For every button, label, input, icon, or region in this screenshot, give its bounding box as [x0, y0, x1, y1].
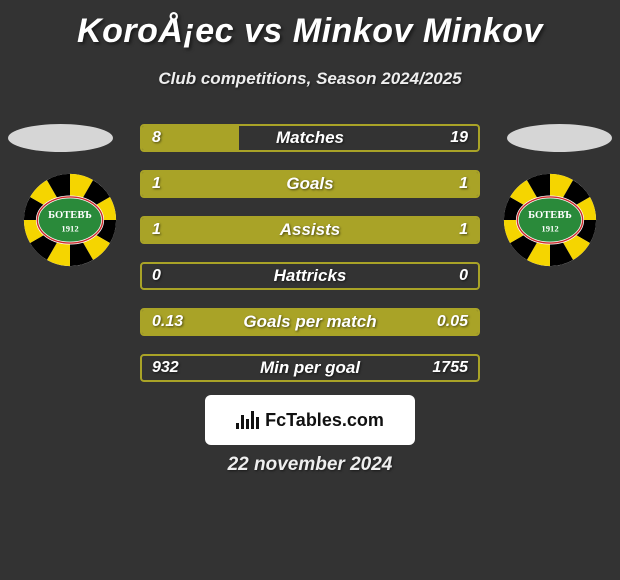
stat-label: Min per goal [142, 358, 478, 378]
stat-value-right: 0.05 [437, 313, 468, 331]
player-right-photo-placeholder [507, 124, 612, 152]
stat-value-right: 0 [459, 267, 468, 285]
stat-value-left: 0.13 [152, 313, 183, 331]
club-badge-left: БОТЕВЪ 1912 [22, 172, 118, 268]
stat-value-left: 1 [152, 175, 161, 193]
stat-value-left: 8 [152, 129, 161, 147]
stat-label: Goals [142, 174, 478, 194]
stat-row: Goals1 1 [140, 170, 480, 198]
stat-value-right: 1 [459, 175, 468, 193]
stat-row: Matches8 19 [140, 124, 480, 152]
brand-text: FcTables.com [265, 410, 384, 431]
stat-value-right: 19 [450, 129, 468, 147]
club-badge-name: БОТЕВЪ [48, 210, 92, 221]
bars-icon [236, 411, 259, 429]
stat-row: Min per goal932 1755 [140, 354, 480, 382]
brand-badge: FcTables.com [205, 395, 415, 445]
page-title: KoroÅ¡ec vs Minkov Minkov [0, 0, 620, 51]
player-left-photo-placeholder [8, 124, 113, 152]
stat-row: Assists1 1 [140, 216, 480, 244]
stat-value-left: 0 [152, 267, 161, 285]
stat-row: Hattricks0 0 [140, 262, 480, 290]
club-badge-icon: БОТЕВЪ 1912 [502, 172, 598, 268]
stat-label: Hattricks [142, 266, 478, 286]
stat-label: Assists [142, 220, 478, 240]
page-subtitle: Club competitions, Season 2024/2025 [0, 69, 620, 89]
stat-label: Matches [142, 128, 478, 148]
club-badge-right: БОТЕВЪ 1912 [502, 172, 598, 268]
stat-row: Goals per match0.13 0.05 [140, 308, 480, 336]
club-badge-year: 1912 [541, 224, 558, 234]
stat-value-right: 1 [459, 221, 468, 239]
club-badge-name: БОТЕВЪ [528, 210, 572, 221]
stat-value-left: 932 [152, 359, 179, 377]
stat-label: Goals per match [142, 312, 478, 332]
stat-value-left: 1 [152, 221, 161, 239]
date-label: 22 november 2024 [0, 454, 620, 476]
club-badge-year: 1912 [61, 224, 78, 234]
stats-container: Matches819Goals11Assists11Hattricks00Goa… [140, 124, 480, 400]
club-badge-icon: БОТЕВЪ 1912 [22, 172, 118, 268]
stat-value-right: 1755 [432, 359, 468, 377]
